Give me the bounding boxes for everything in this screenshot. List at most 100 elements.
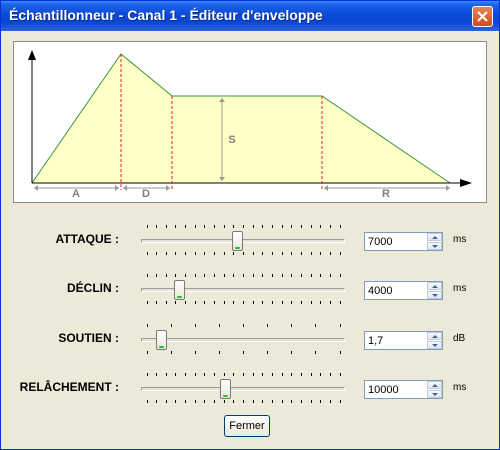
slider-tick	[185, 301, 186, 304]
slider-tick	[340, 373, 341, 376]
spin-down-button[interactable]	[427, 291, 442, 299]
decay-unit: ms	[453, 283, 467, 294]
slider-tick	[243, 373, 244, 376]
slider-tick	[233, 373, 234, 376]
slider-tick	[233, 400, 234, 403]
slider-ticks-bottom	[141, 301, 347, 304]
attack-value-input[interactable]	[368, 234, 422, 249]
slider-track	[141, 338, 345, 342]
slider-ticks-top	[141, 373, 347, 376]
slider-tick	[243, 301, 244, 304]
slider-ticks-bottom	[141, 351, 347, 354]
slider-tick	[267, 324, 268, 327]
spin-down-button[interactable]	[427, 242, 442, 250]
slider-thumb[interactable]	[220, 379, 231, 399]
spin-up-button[interactable]	[427, 233, 442, 241]
sustain-spinbox[interactable]	[364, 331, 443, 350]
spin-down-button[interactable]	[427, 341, 442, 349]
slider-tick	[204, 225, 205, 228]
spin-up-button[interactable]	[427, 282, 442, 290]
slider-tick	[340, 324, 341, 327]
slider-tick	[156, 301, 157, 304]
slider-tick	[233, 301, 234, 304]
release-value-input[interactable]	[368, 382, 422, 397]
decay-label: D	[142, 188, 150, 200]
slider-tick	[175, 373, 176, 376]
attack-slider[interactable]	[141, 225, 347, 255]
slider-tick	[147, 225, 148, 228]
slider-tick	[214, 225, 215, 228]
slider-tick	[233, 274, 234, 277]
slider-thumb[interactable]	[174, 280, 185, 300]
spin-down-button[interactable]	[427, 390, 442, 398]
release-spinbox[interactable]	[364, 380, 443, 399]
slider-tick	[291, 351, 292, 354]
attack-label: A	[72, 188, 80, 200]
window-close-button[interactable]	[472, 6, 493, 27]
close-icon	[477, 11, 488, 22]
slider-tick	[204, 301, 205, 304]
spin-up-button[interactable]	[427, 332, 442, 340]
slider-tick	[253, 252, 254, 255]
slider-tick	[204, 252, 205, 255]
slider-tick	[243, 400, 244, 403]
sustain-param-label: SOUTIEN :	[58, 331, 119, 345]
fermer-button[interactable]: Fermer	[224, 415, 270, 437]
slider-tick	[219, 324, 220, 327]
decay-spinbox[interactable]	[364, 281, 443, 300]
slider-tick	[224, 225, 225, 228]
slider-thumb[interactable]	[232, 231, 243, 251]
slider-tick	[291, 373, 292, 376]
slider-tick	[291, 400, 292, 403]
decay-slider[interactable]	[141, 274, 347, 304]
slider-tick	[320, 373, 321, 376]
slider-tick	[311, 225, 312, 228]
sustain-value-input[interactable]	[368, 333, 422, 348]
slider-tick	[195, 252, 196, 255]
slider-tick	[320, 301, 321, 304]
slider-tick	[282, 373, 283, 376]
envelope-shape	[32, 54, 450, 183]
release-param-label: RELÂCHEMENT :	[19, 380, 119, 394]
slider-tick	[243, 351, 244, 354]
sustain-slider[interactable]	[141, 324, 347, 354]
slider-tick	[204, 274, 205, 277]
slider-tick	[340, 400, 341, 403]
slider-tick	[262, 301, 263, 304]
release-slider[interactable]	[141, 373, 347, 403]
title-bar[interactable]: Échantillonneur - Canal 1 - Éditeur d'en…	[1, 1, 499, 31]
slider-tick	[291, 324, 292, 327]
spin-up-button[interactable]	[427, 381, 442, 389]
slider-tick	[185, 274, 186, 277]
slider-tick	[233, 252, 234, 255]
slider-tick	[175, 400, 176, 403]
slider-thumb[interactable]	[156, 330, 167, 350]
slider-tick	[320, 274, 321, 277]
slider-tick	[185, 252, 186, 255]
slider-tick	[147, 400, 148, 403]
slider-tick	[253, 373, 254, 376]
slider-tick	[330, 274, 331, 277]
slider-tick	[340, 351, 341, 354]
slider-tick	[214, 373, 215, 376]
decay-value-input[interactable]	[368, 283, 422, 298]
slider-tick	[214, 400, 215, 403]
slider-tick	[156, 400, 157, 403]
slider-tick	[175, 225, 176, 228]
slider-tick	[340, 225, 341, 228]
slider-ticks-top	[141, 274, 347, 277]
slider-tick	[282, 252, 283, 255]
sustain-row: SOUTIEN : dB	[1, 324, 500, 374]
slider-tick	[340, 301, 341, 304]
slider-tick	[272, 373, 273, 376]
slider-tick	[320, 225, 321, 228]
slider-tick	[243, 225, 244, 228]
slider-tick	[311, 373, 312, 376]
slider-tick	[301, 274, 302, 277]
slider-tick	[253, 274, 254, 277]
attack-spinbox[interactable]	[364, 232, 443, 251]
slider-tick	[282, 301, 283, 304]
slider-tick	[195, 400, 196, 403]
slider-tick	[291, 225, 292, 228]
slider-tick	[272, 225, 273, 228]
